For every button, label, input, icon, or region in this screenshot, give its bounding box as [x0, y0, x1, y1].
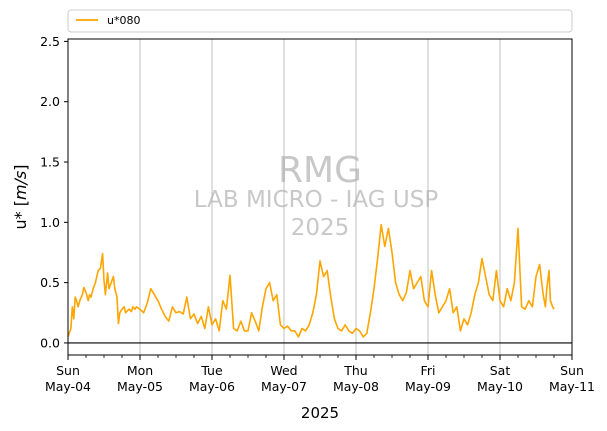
- x-tick-day-label: Sun: [56, 363, 80, 378]
- legend: u*080: [67, 9, 573, 33]
- y-axis: 0.0 0.5 1.0 1.5 2.0 2.5: [40, 34, 68, 350]
- x-tick-day-label: Sat: [490, 363, 511, 378]
- x-tick-date-label: May-05: [117, 379, 163, 394]
- x-tick-day-label: Sun: [560, 363, 584, 378]
- legend-label: u*080: [107, 14, 140, 27]
- gridlines: [139, 39, 501, 355]
- y-axis-label-close: ]: [11, 164, 30, 170]
- x-tick-date-label: May-11: [549, 379, 595, 394]
- x-tick-date-label: May-08: [333, 379, 379, 394]
- x-tick-date-label: May-09: [405, 379, 451, 394]
- x-tick-date-label: May-07: [261, 379, 307, 394]
- x-tick-day-label: Thu: [343, 363, 367, 378]
- x-tick-day-label: Fri: [421, 363, 436, 378]
- x-tick-day-label: Mon: [127, 363, 153, 378]
- y-axis-label-unit: m/s: [11, 171, 30, 200]
- watermark: RMG LAB MICRO - IAG USP 2025: [194, 150, 439, 241]
- x-tick-date-label: May-10: [477, 379, 523, 394]
- y-tick-label: 1.0: [40, 215, 60, 230]
- y-tick-label: 2.5: [40, 34, 60, 49]
- y-axis-label: u* [m/s]: [11, 164, 30, 229]
- x-tick-day-label: Tue: [200, 363, 223, 378]
- y-tick-label: 0.5: [40, 275, 60, 290]
- watermark-line-2: LAB MICRO - IAG USP: [194, 187, 439, 213]
- series-line: [67, 223, 555, 338]
- x-tick-date-label: May-06: [189, 379, 235, 394]
- y-tick-label: 0.0: [40, 335, 60, 350]
- x-axis-label: 2025: [301, 404, 339, 422]
- watermark-line-3: 2025: [291, 215, 350, 241]
- x-tick-date-label: May-04: [45, 379, 91, 394]
- series-layer: [67, 223, 555, 338]
- y-axis-label-main: u* [: [11, 200, 30, 229]
- x-axis: SunMay-04MonMay-05TueMay-06WedMay-07ThuM…: [45, 355, 595, 394]
- x-tick-day-label: Wed: [270, 363, 297, 378]
- y-tick-label: 1.5: [40, 155, 60, 170]
- y-tick-label: 2.0: [40, 94, 60, 109]
- watermark-line-1: RMG: [278, 150, 362, 191]
- legend-frame: [67, 9, 573, 33]
